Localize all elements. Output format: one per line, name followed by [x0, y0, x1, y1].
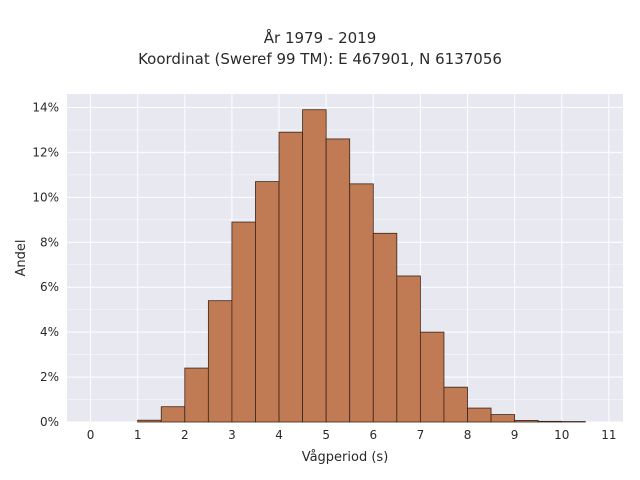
y-tick-label: 12%: [32, 145, 59, 159]
x-tick-label: 6: [369, 428, 377, 442]
histogram-bar: [490, 414, 516, 423]
histogram-bar: [325, 138, 351, 423]
y-axis-label: Andel: [14, 240, 29, 277]
x-tick-label: 4: [275, 428, 283, 442]
y-axis-ticks: 0% 2% 4% 6% 8% 10% 12% 14%: [32, 100, 59, 429]
y-tick-label: 2%: [40, 370, 59, 384]
x-axis-label: Vågperiod (s): [302, 450, 389, 465]
histogram-bar: [207, 300, 233, 423]
x-tick-label: 8: [464, 428, 472, 442]
histogram-bar: [396, 275, 421, 423]
histogram-bar: [514, 420, 539, 423]
histogram-bar: [537, 420, 563, 423]
y-tick-label: 14%: [32, 100, 59, 114]
y-tick-label: 0%: [40, 415, 59, 429]
x-tick-label: 9: [511, 428, 519, 442]
histogram-bar: [419, 331, 445, 423]
x-tick-label: 5: [322, 428, 330, 442]
y-tick-label: 4%: [40, 325, 59, 339]
x-tick-label: 3: [228, 428, 236, 442]
histogram-bar: [467, 407, 492, 423]
x-tick-label: 11: [601, 428, 616, 442]
histogram-bar: [160, 406, 186, 423]
histogram-bar: [372, 232, 398, 423]
histogram-bar: [302, 109, 327, 423]
histogram-bar: [278, 131, 303, 423]
histogram-bar: [137, 419, 162, 423]
histogram-bar: [231, 221, 256, 423]
chart-title: År 1979 - 2019 Koordinat (Sweref 99 TM):…: [0, 28, 640, 70]
y-tick-label: 10%: [32, 190, 59, 204]
x-tick-label: 2: [181, 428, 189, 442]
x-tick-label: 1: [134, 428, 142, 442]
histogram-bars: [137, 109, 586, 423]
y-tick-label: 6%: [40, 280, 59, 294]
chart-title-line-1: År 1979 - 2019: [263, 29, 377, 47]
y-tick-label: 8%: [40, 235, 59, 249]
histogram-bar: [255, 181, 280, 423]
x-axis-ticks: 0 1 2 3 4 5 6 7 8 9 10 11: [87, 428, 617, 442]
chart-title-line-2: Koordinat (Sweref 99 TM): E 467901, N 61…: [138, 50, 502, 68]
x-tick-label: 10: [554, 428, 569, 442]
histogram-bar: [443, 386, 468, 423]
histogram-bar: [349, 183, 374, 423]
x-tick-label: 0: [87, 428, 95, 442]
x-tick-label: 7: [417, 428, 425, 442]
histogram-bar: [184, 367, 209, 423]
